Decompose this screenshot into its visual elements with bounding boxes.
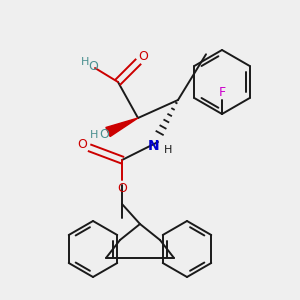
Text: N: N [148,139,160,153]
Text: O: O [117,182,127,194]
Text: H: H [90,130,98,140]
Text: H: H [164,145,172,155]
Text: O: O [99,128,109,140]
Text: F: F [218,85,226,98]
Text: O: O [138,50,148,62]
Polygon shape [106,118,138,136]
Text: O: O [77,137,87,151]
Text: H: H [81,57,89,67]
Text: O: O [88,59,98,73]
